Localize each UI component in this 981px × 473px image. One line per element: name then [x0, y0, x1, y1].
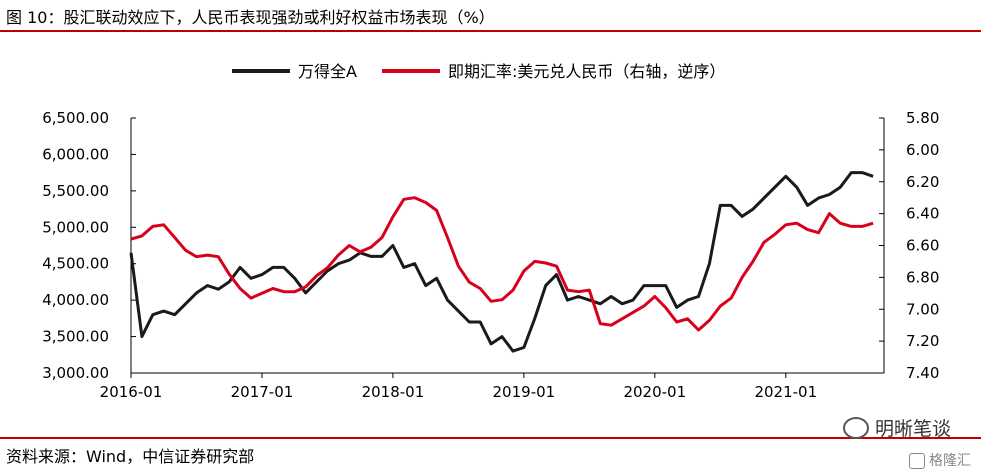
watermark-secondary-text: 格隆汇 [929, 453, 971, 469]
y-right-tick-label: 7.40 [906, 364, 939, 382]
title-divider [0, 30, 981, 32]
watermark-secondary: 格隆汇 [909, 450, 971, 470]
legend-label-wind-a: 万得全A [298, 62, 357, 81]
y-left-tick-label: 6,000.00 [42, 145, 109, 163]
watermark-text: 明晰笔谈 [874, 418, 951, 440]
y-left-tick-label: 5,000.00 [42, 218, 109, 236]
y-right-tick-label: 6.60 [906, 237, 939, 255]
footer-divider [0, 437, 981, 439]
y-left-tick-label: 3,000.00 [42, 364, 109, 382]
y-right-tick-label: 6.00 [906, 141, 939, 159]
series-lines [129, 171, 874, 353]
y-left-tick-label: 4,000.00 [42, 291, 109, 309]
source-note: 资料来源：Wind，中信证券研究部 [6, 447, 255, 466]
x-tick-label: 2017-01 [231, 383, 294, 401]
axes: 6,500.00 6,000.00 5,500.00 5,000.00 4,500.00… [42, 109, 939, 401]
chart-title: 图 10：股汇联动效应下，人民币表现强劲或利好权益市场表现（%） [6, 8, 495, 27]
x-tick-label: 2016-01 [100, 383, 163, 401]
y-left-tick-label: 5,500.00 [42, 182, 109, 200]
series-line-wind-a [129, 171, 874, 353]
y-right-tick-label: 6.40 [906, 205, 939, 223]
legend-label-usdcny: 即期汇率:美元兑人民币（右轴，逆序） [448, 62, 725, 81]
series-line-usdcny [130, 196, 874, 332]
x-tick-label: 2021-01 [754, 383, 817, 401]
y-left-tick-label: 3,500.00 [42, 328, 109, 346]
y-left-tick-label: 6,500.00 [42, 109, 109, 127]
y-right-tick-label: 5.80 [906, 109, 939, 127]
wechat-icon [842, 416, 869, 439]
y-right-tick-label: 6.80 [906, 268, 939, 286]
legend: 万得全A 即期汇率:美元兑人民币（右轴，逆序） [232, 62, 725, 81]
x-tick-label: 2018-01 [362, 383, 425, 401]
x-tick-label: 2020-01 [623, 383, 686, 401]
gelonghui-icon [909, 453, 925, 469]
x-tick-label: 2019-01 [493, 383, 556, 401]
y-left-tick-label: 4,500.00 [42, 255, 109, 273]
y-right-tick-label: 7.00 [906, 300, 939, 318]
watermark: 明晰笔谈 [842, 414, 951, 441]
y-right-tick-label: 7.20 [906, 332, 939, 350]
y-right-tick-label: 6.20 [906, 173, 939, 191]
